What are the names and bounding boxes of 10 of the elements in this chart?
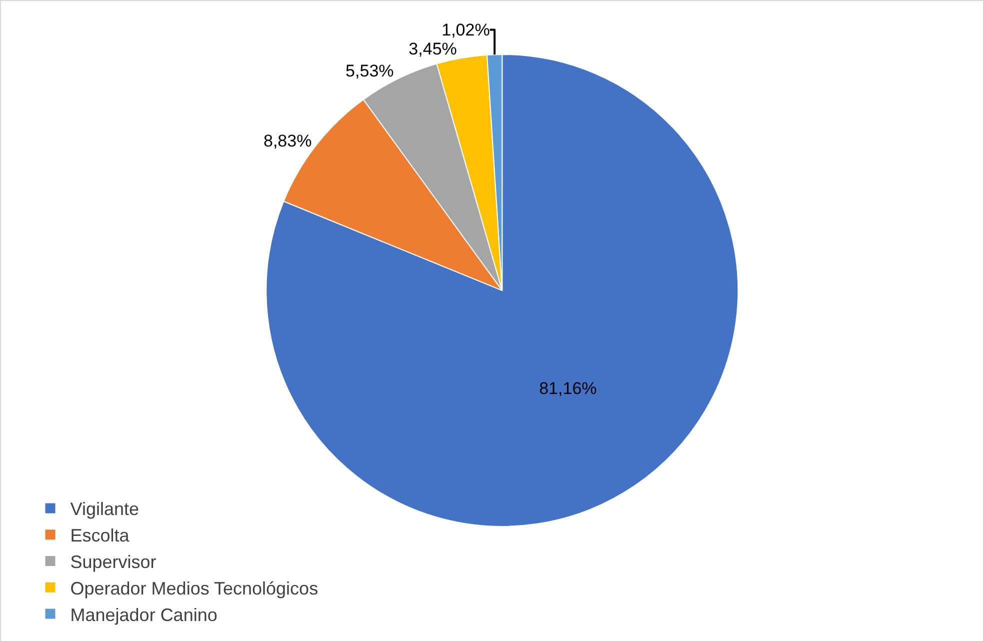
data-label: 5,53% <box>346 61 394 80</box>
legend-label: Operador Medios Tecnológicos <box>70 578 318 598</box>
data-label: 1,02% <box>442 20 490 40</box>
legend-label: Manejador Canino <box>70 604 218 625</box>
data-label: 81,16% <box>539 378 597 398</box>
data-label: 3,45% <box>408 39 457 58</box>
data-label: 8,83% <box>263 132 312 151</box>
legend-label: Supervisor <box>70 552 156 572</box>
legend-label: Vigilante <box>70 499 139 520</box>
legend-label: Escolta <box>70 526 130 546</box>
